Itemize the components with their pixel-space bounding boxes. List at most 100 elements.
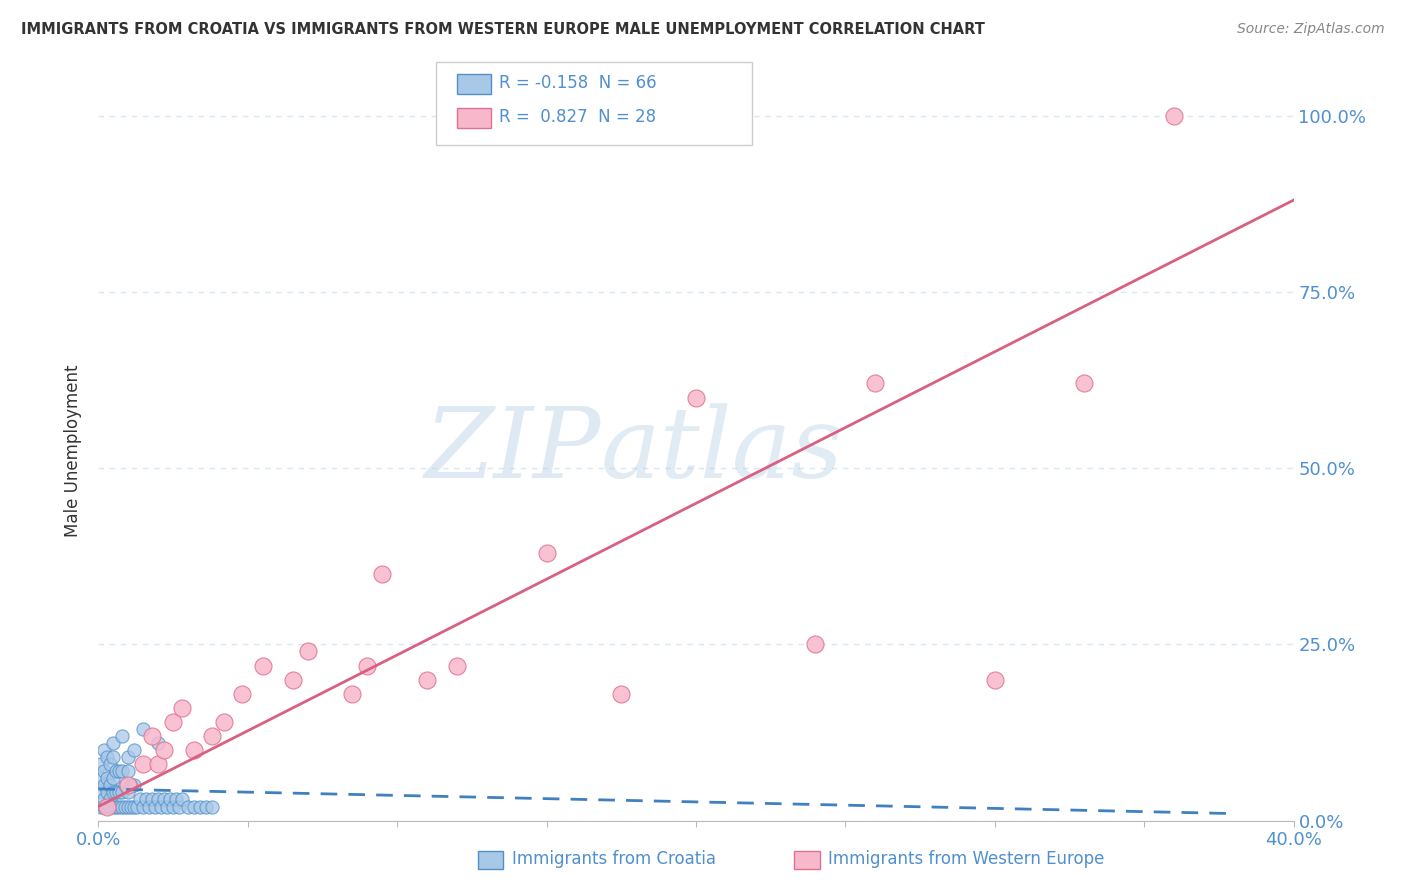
Point: [167, 799, 190, 814]
Point: [132, 799, 155, 814]
Point: [865, 376, 887, 391]
Point: [93, 778, 115, 792]
Point: [120, 778, 142, 792]
Point: [132, 722, 155, 736]
Point: [93, 764, 115, 779]
Point: [103, 772, 125, 786]
Point: [172, 701, 194, 715]
Point: [90, 757, 112, 772]
Point: [150, 799, 173, 814]
Point: [103, 750, 125, 764]
Point: [90, 799, 112, 814]
Point: [183, 799, 205, 814]
Point: [183, 743, 205, 757]
Point: [93, 743, 115, 757]
Point: [117, 799, 139, 814]
Point: [446, 658, 468, 673]
Point: [98, 757, 122, 772]
Point: [416, 673, 439, 687]
Point: [124, 799, 146, 814]
Point: [103, 736, 125, 750]
Point: [141, 792, 163, 806]
Point: [117, 778, 139, 792]
Point: [111, 785, 134, 799]
Point: [148, 792, 170, 806]
Point: [108, 799, 131, 814]
Point: [610, 687, 633, 701]
Point: [1073, 376, 1095, 391]
Text: Source: ZipAtlas.com: Source: ZipAtlas.com: [1237, 22, 1385, 37]
Point: [120, 799, 142, 814]
Point: [195, 799, 218, 814]
Point: [165, 792, 187, 806]
Point: [132, 757, 155, 772]
Point: [114, 799, 136, 814]
Point: [212, 714, 235, 729]
Text: R =  0.827  N = 28: R = 0.827 N = 28: [499, 108, 657, 126]
Point: [90, 785, 112, 799]
Point: [98, 799, 122, 814]
Point: [177, 799, 200, 814]
Point: [297, 644, 319, 658]
Point: [201, 799, 224, 814]
Point: [231, 687, 253, 701]
Point: [114, 778, 136, 792]
Point: [153, 743, 176, 757]
Point: [111, 799, 134, 814]
Point: [281, 673, 304, 687]
Point: [98, 792, 122, 806]
Point: [96, 772, 118, 786]
Point: [148, 757, 170, 772]
Point: [159, 792, 181, 806]
Point: [138, 799, 160, 814]
Point: [162, 714, 184, 729]
Point: [103, 785, 125, 799]
Point: [93, 792, 115, 806]
Point: [984, 673, 1007, 687]
Point: [105, 764, 128, 779]
Point: [172, 792, 194, 806]
Point: [105, 785, 128, 799]
Point: [127, 799, 149, 814]
Point: [124, 743, 146, 757]
Point: [103, 799, 125, 814]
Point: [141, 729, 163, 743]
Point: [96, 799, 118, 814]
Point: [1163, 109, 1185, 123]
Point: [117, 764, 139, 779]
Point: [108, 764, 131, 779]
Point: [148, 736, 170, 750]
Point: [804, 637, 827, 651]
Point: [201, 729, 224, 743]
Point: [342, 687, 364, 701]
Point: [117, 785, 139, 799]
Point: [111, 729, 134, 743]
Point: [153, 792, 176, 806]
Text: IMMIGRANTS FROM CROATIA VS IMMIGRANTS FROM WESTERN EUROPE MALE UNEMPLOYMENT CORR: IMMIGRANTS FROM CROATIA VS IMMIGRANTS FR…: [21, 22, 986, 37]
Point: [105, 799, 128, 814]
Point: [356, 658, 378, 673]
Point: [108, 785, 131, 799]
Y-axis label: Male Unemployment: Male Unemployment: [65, 364, 83, 537]
Point: [129, 792, 152, 806]
Point: [98, 778, 122, 792]
Text: ZIP: ZIP: [425, 403, 600, 498]
Point: [96, 750, 118, 764]
Point: [124, 778, 146, 792]
Point: [96, 785, 118, 799]
Point: [188, 799, 211, 814]
Text: Immigrants from Croatia: Immigrants from Croatia: [512, 850, 716, 868]
Point: [143, 799, 166, 814]
Text: Immigrants from Western Europe: Immigrants from Western Europe: [828, 850, 1105, 868]
Point: [536, 546, 558, 560]
Point: [162, 799, 184, 814]
Point: [96, 799, 118, 814]
Point: [252, 658, 274, 673]
Text: atlas: atlas: [600, 403, 844, 498]
Point: [93, 799, 115, 814]
Point: [371, 566, 394, 581]
Point: [117, 750, 139, 764]
Text: R = -0.158  N = 66: R = -0.158 N = 66: [499, 74, 657, 92]
Point: [685, 391, 707, 405]
Point: [156, 799, 179, 814]
